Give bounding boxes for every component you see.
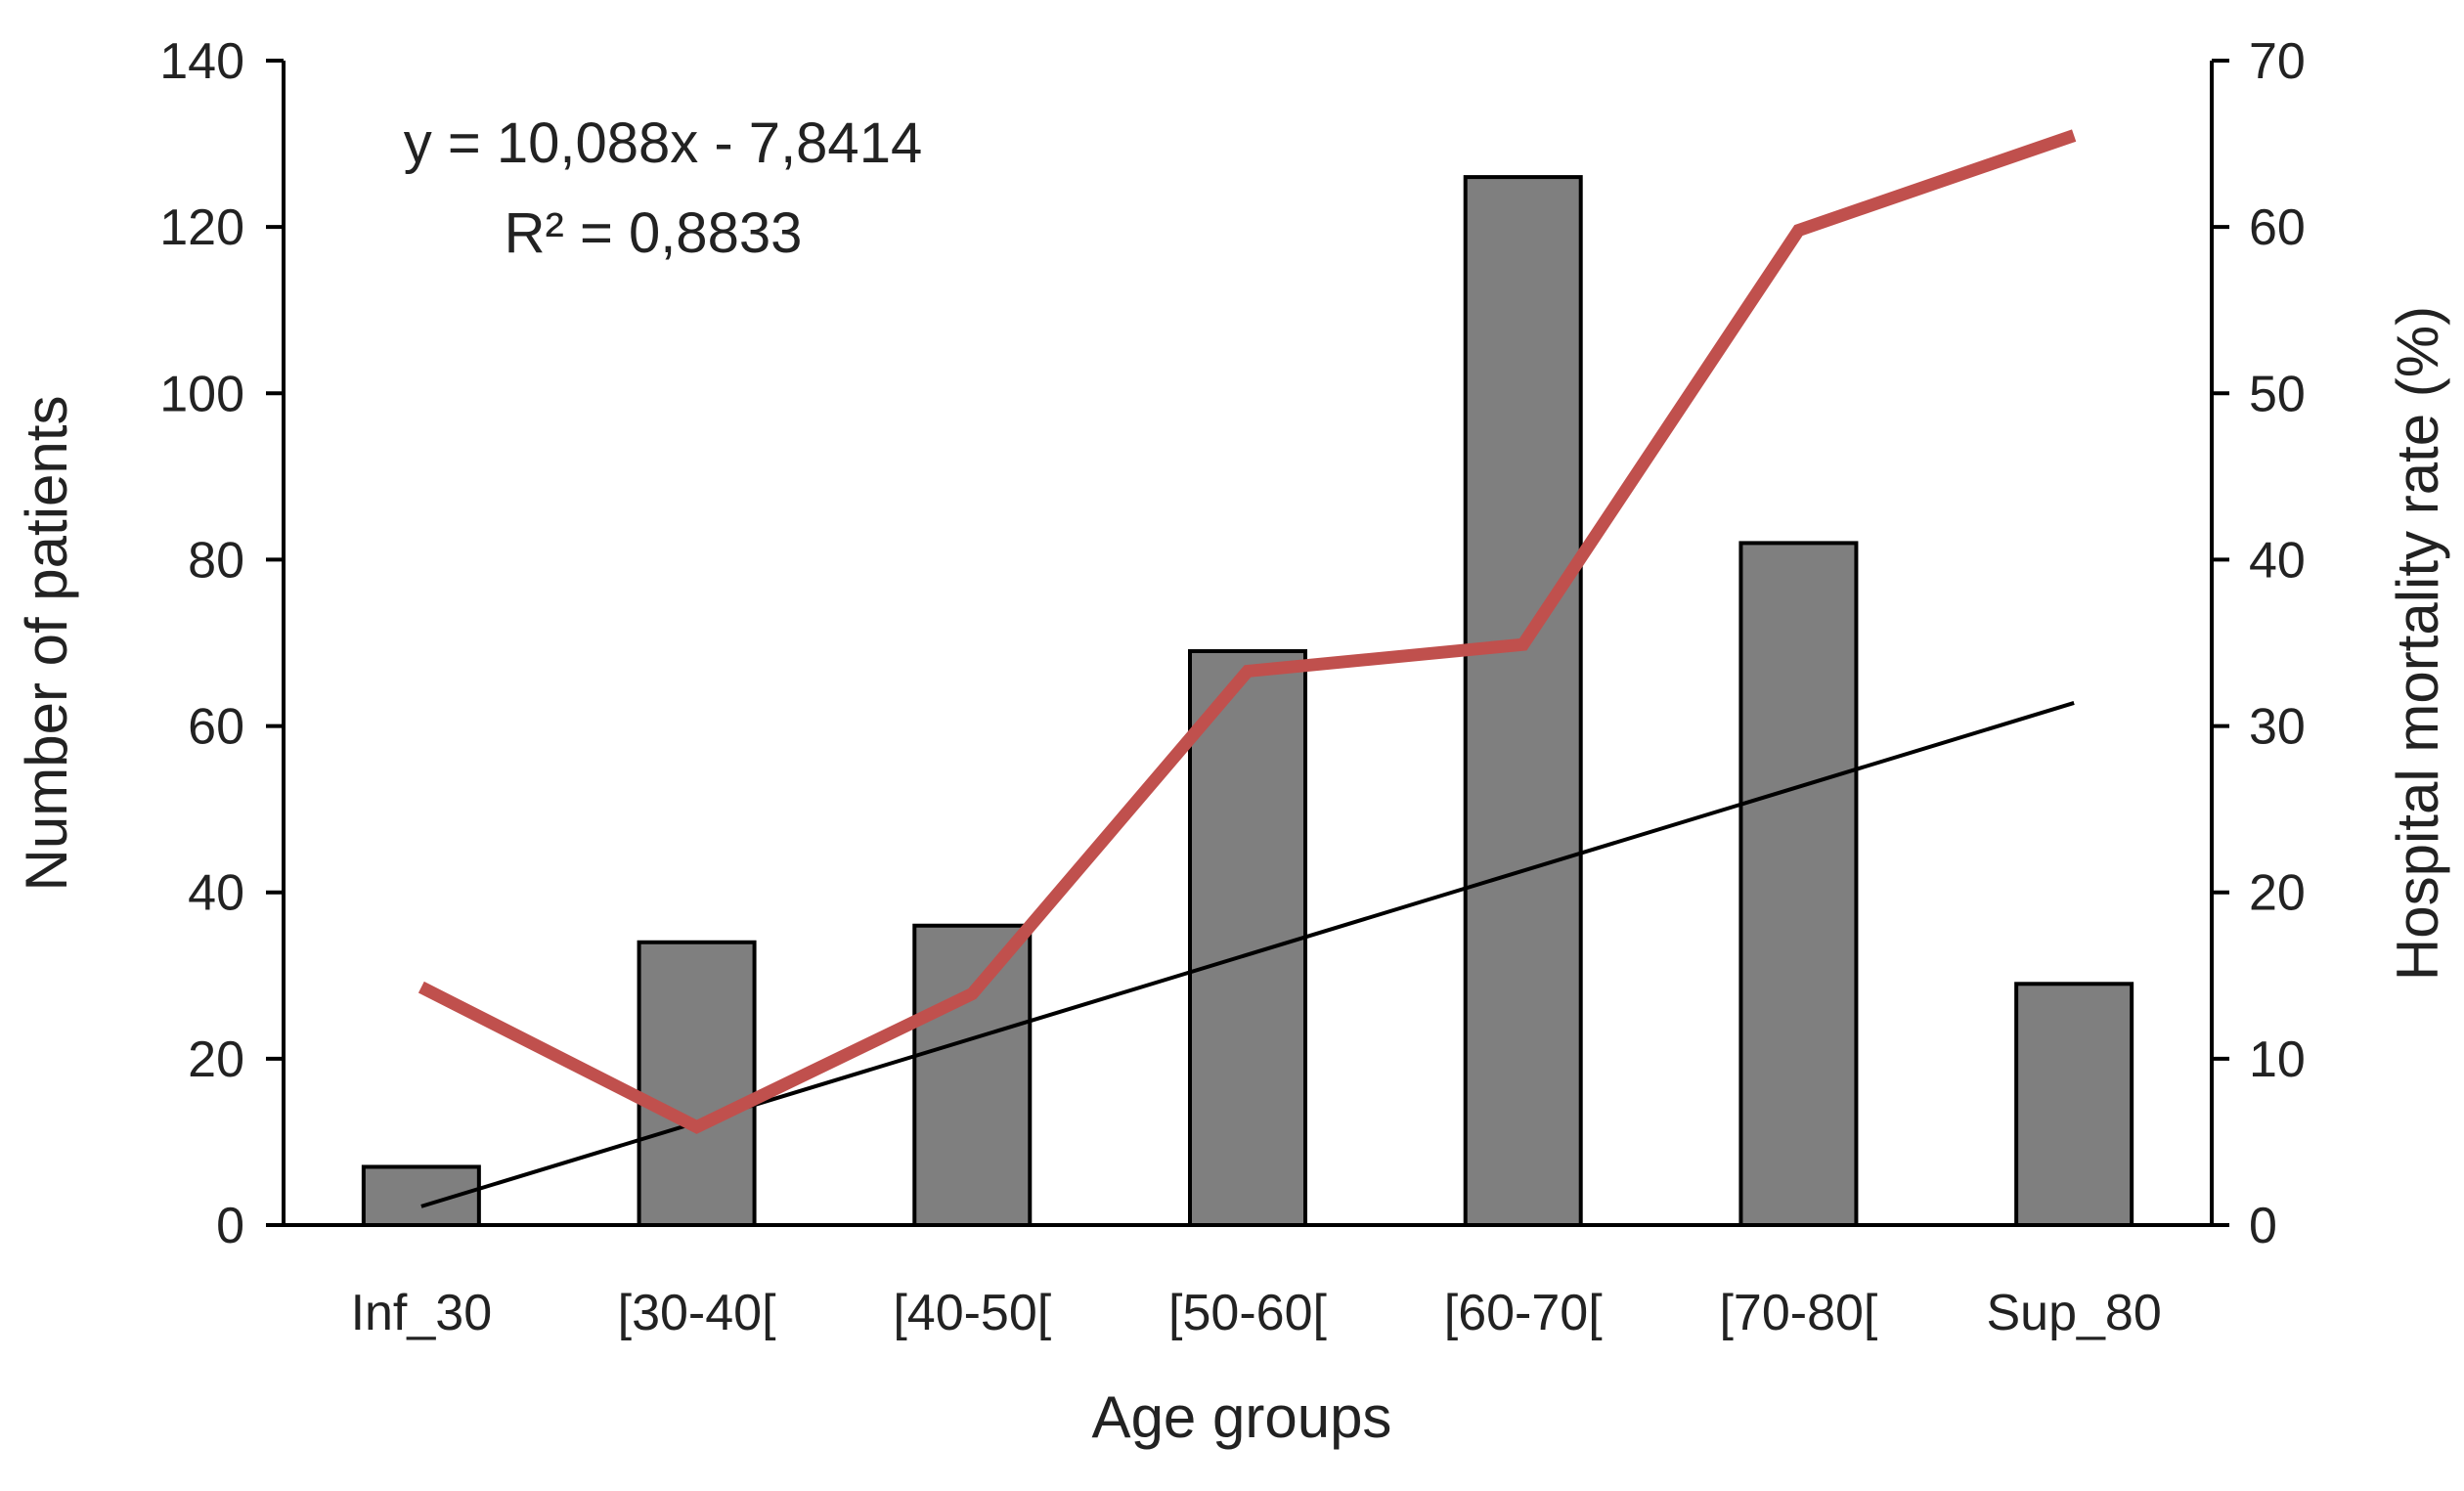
- x-tick-label-5: [70-80[: [1719, 1285, 1877, 1341]
- x-tick-label-0: Inf_30: [351, 1285, 493, 1341]
- y2-tick-label-0: 0: [2249, 1198, 2277, 1254]
- x-tick-label-2: [40-50[: [893, 1285, 1051, 1341]
- y2-tick-label-3: 30: [2249, 699, 2306, 756]
- y-axis-title: Number of patients: [14, 396, 79, 892]
- y-tick-label-3: 60: [188, 699, 244, 756]
- x-axis-title: Age groups: [1092, 1384, 1392, 1450]
- y2-tick-label-2: 20: [2249, 865, 2306, 922]
- y-tick-label-2: 40: [188, 865, 244, 922]
- bar-6: [2014, 982, 2134, 1227]
- bar-5: [1738, 541, 1859, 1227]
- y2-tick-label-6: 60: [2249, 199, 2306, 256]
- y-tick-label-0: 0: [216, 1198, 244, 1254]
- y-tick-label-6: 120: [159, 199, 244, 256]
- bar-2: [912, 923, 1033, 1227]
- mortality-line: [418, 129, 2077, 1134]
- x-tick-label-4: [60-70[: [1444, 1285, 1603, 1341]
- x-tick-label-3: [50-60[: [1168, 1285, 1327, 1341]
- bar-1: [637, 940, 757, 1227]
- y-tick-label-5: 100: [159, 366, 244, 422]
- mortality-line-layer: [418, 129, 2077, 1134]
- trendline-equation: y = 10,088x - 7,8414: [404, 111, 922, 175]
- x-tick-label-1: [30-40[: [618, 1285, 776, 1341]
- bar-4: [1463, 175, 1583, 1228]
- x-tick-label-6: Sup_80: [1986, 1285, 2161, 1341]
- tick-labels-layer: 0 20 40 60 80 100 120 140 0 10 20 30 40 50 60 70 Inf_30 […: [159, 33, 2306, 1341]
- y2-tick-label-5: 50: [2249, 366, 2306, 422]
- y-tick-label-4: 80: [188, 532, 244, 589]
- y2-tick-label-7: 70: [2249, 33, 2306, 90]
- y2-axis-title: Hospital mortality rate (%): [2385, 306, 2450, 981]
- bar-3: [1188, 649, 1307, 1227]
- bars-layer: [361, 175, 2134, 1228]
- y-tick-label-7: 140: [159, 33, 244, 90]
- y-tick-label-1: 20: [188, 1031, 244, 1088]
- axes-layer: [266, 59, 2229, 1227]
- y2-tick-label-4: 40: [2249, 532, 2306, 589]
- y2-tick-label-1: 10: [2249, 1031, 2306, 1088]
- r-squared-label: R² = 0,8833: [505, 201, 803, 265]
